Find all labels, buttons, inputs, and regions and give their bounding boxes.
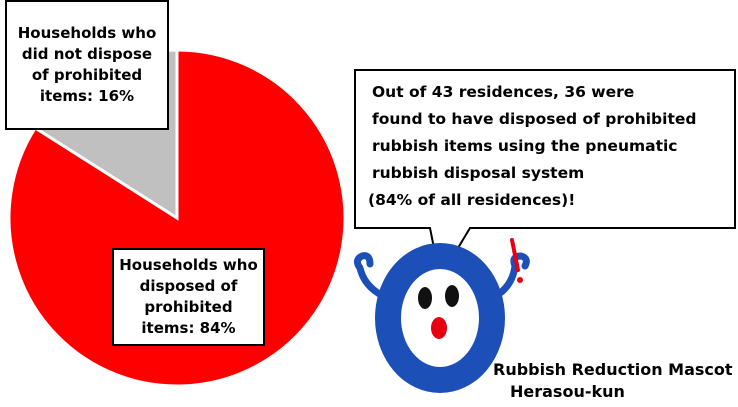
callout-line: rubbish items using the pneumatic: [372, 137, 678, 155]
callout-line: found to have disposed of prohibited: [372, 110, 696, 128]
callout-line: rubbish disposal system: [372, 164, 584, 182]
callout-line: (84% of all residences)!: [368, 191, 575, 209]
mascot: [353, 238, 530, 393]
slice-label: Households who did not dispose of prohib…: [5, 0, 169, 130]
caption-line: Rubbish Reduction Mascot: [493, 360, 733, 379]
slice-label: Households who disposed of prohibited it…: [112, 248, 265, 346]
caption-line: Herasou-kun: [510, 382, 625, 401]
callout-line: Out of 43 residences, 36 were: [372, 83, 634, 101]
